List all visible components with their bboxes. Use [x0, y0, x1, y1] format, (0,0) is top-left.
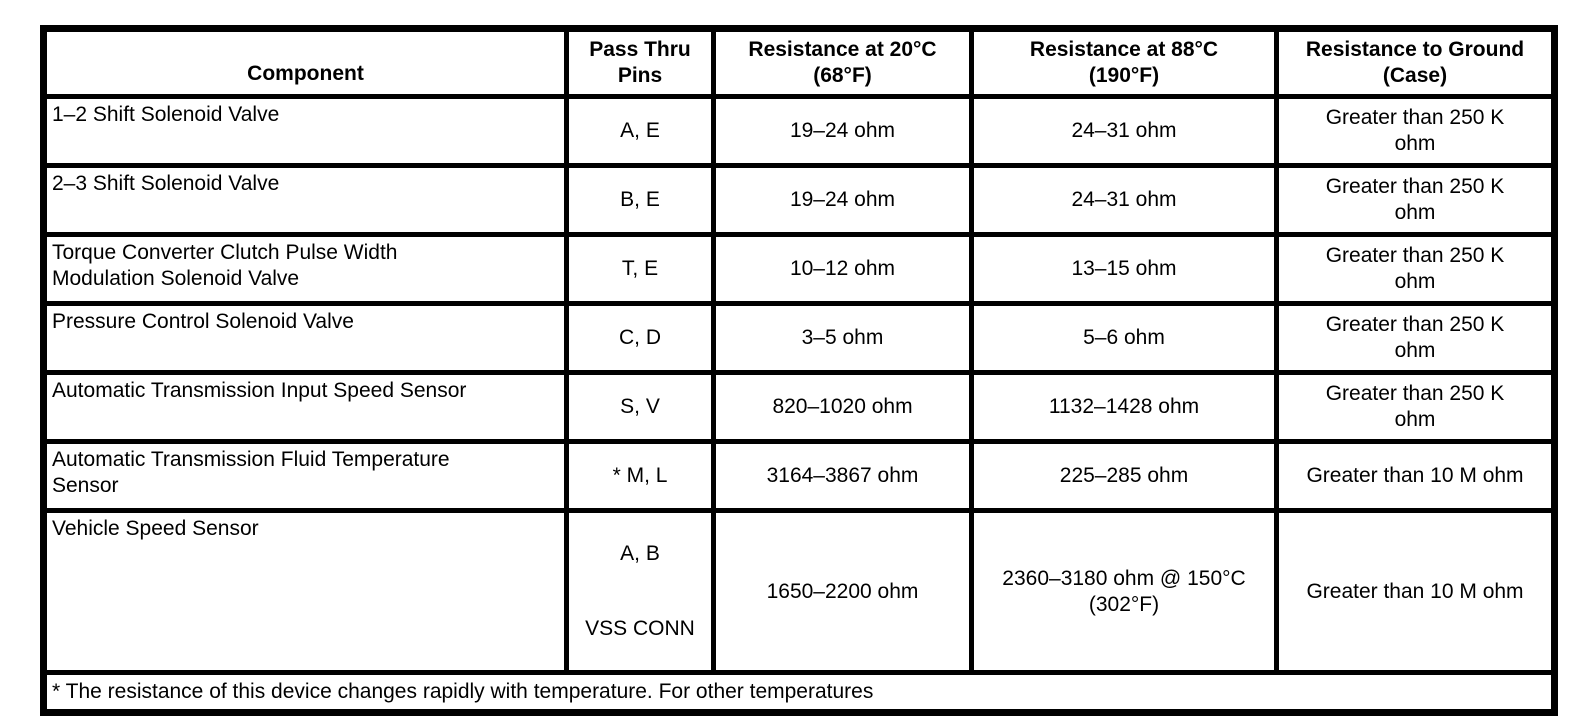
- cell-resistance-ground: Greater than 250 K ohm: [1274, 232, 1557, 306]
- pins-stack: A, B VSS CONN: [572, 541, 709, 642]
- cell-resistance-88c: 24–31 ohm: [969, 94, 1279, 168]
- cell-pass-thru-pins: S, V: [564, 370, 716, 444]
- table-row: Automatic Transmission Fluid Temperature…: [41, 439, 1557, 513]
- cell-resistance-ground: Greater than 250 K ohm: [1274, 370, 1557, 444]
- table-row: Vehicle Speed Sensor A, B VSS CONN 1650–…: [41, 507, 1557, 676]
- cell-resistance-20c: 3164–3867 ohm: [711, 439, 974, 513]
- cell-resistance-ground: Greater than 10 M ohm: [1274, 439, 1557, 513]
- cell-resistance-20c: 19–24 ohm: [711, 94, 974, 168]
- resistance-spec-table: Component Pass Thru Pins Resistance at 2…: [40, 25, 1558, 716]
- cell-pass-thru-pins: * M, L: [564, 439, 716, 513]
- table-row: 2–3 Shift Solenoid Valve B, E 19–24 ohm …: [41, 163, 1557, 237]
- cell-component: 2–3 Shift Solenoid Valve: [41, 163, 569, 237]
- col-header-resistance-ground: Resistance to Ground (Case): [1274, 26, 1557, 99]
- cell-resistance-20c: 19–24 ohm: [711, 163, 974, 237]
- cell-pass-thru-pins: B, E: [564, 163, 716, 237]
- table-row: Torque Converter Clutch Pulse Width Modu…: [41, 232, 1557, 306]
- cell-resistance-88c: 13–15 ohm: [969, 232, 1279, 306]
- cell-pass-thru-pins: A, B VSS CONN: [564, 507, 716, 676]
- cell-resistance-ground: Greater than 10 M ohm: [1274, 507, 1557, 676]
- col-header-resistance-20c: Resistance at 20°C (68°F): [711, 26, 974, 99]
- cell-resistance-88c: 225–285 ohm: [969, 439, 1279, 513]
- cell-component: Automatic Transmission Fluid Temperature…: [41, 439, 569, 513]
- cell-component: Automatic Transmission Input Speed Senso…: [41, 370, 569, 444]
- cell-resistance-20c: 820–1020 ohm: [711, 370, 974, 444]
- cell-pass-thru-pins: C, D: [564, 301, 716, 375]
- table-row: Automatic Transmission Input Speed Senso…: [41, 370, 1557, 444]
- cell-pass-thru-pins: A, E: [564, 94, 716, 168]
- pins-top-label: A, B: [620, 542, 660, 566]
- cell-resistance-20c: 3–5 ohm: [711, 301, 974, 375]
- cell-resistance-88c: 1132–1428 ohm: [969, 370, 1279, 444]
- cell-resistance-20c: 1650–2200 ohm: [711, 507, 974, 676]
- table-footnote: * The resistance of this device changes …: [41, 670, 1557, 716]
- col-header-component: Component: [41, 26, 569, 99]
- table-row: 1–2 Shift Solenoid Valve A, E 19–24 ohm …: [41, 94, 1557, 168]
- cell-resistance-20c: 10–12 ohm: [711, 232, 974, 306]
- cell-resistance-ground: Greater than 250 K ohm: [1274, 163, 1557, 237]
- table-row: Pressure Control Solenoid Valve C, D 3–5…: [41, 301, 1557, 375]
- cell-resistance-88c: 2360–3180 ohm @ 150°C (302°F): [969, 507, 1279, 676]
- cell-component: Vehicle Speed Sensor: [41, 507, 569, 676]
- cell-pass-thru-pins: T, E: [564, 232, 716, 306]
- cell-component: 1–2 Shift Solenoid Valve: [41, 94, 569, 168]
- col-header-pass-thru-pins: Pass Thru Pins: [564, 26, 716, 99]
- cell-component: Pressure Control Solenoid Valve: [41, 301, 569, 375]
- header-row: Component Pass Thru Pins Resistance at 2…: [41, 26, 1557, 99]
- cell-resistance-88c: 24–31 ohm: [969, 163, 1279, 237]
- cell-resistance-ground: Greater than 250 K ohm: [1274, 94, 1557, 168]
- cell-resistance-88c: 5–6 ohm: [969, 301, 1279, 375]
- cell-resistance-ground: Greater than 250 K ohm: [1274, 301, 1557, 375]
- cell-component: Torque Converter Clutch Pulse Width Modu…: [41, 232, 569, 306]
- col-header-resistance-88c: Resistance at 88°C (190°F): [969, 26, 1279, 99]
- pins-bottom-label: VSS CONN: [585, 617, 695, 640]
- footnote-row: * The resistance of this device changes …: [41, 670, 1557, 716]
